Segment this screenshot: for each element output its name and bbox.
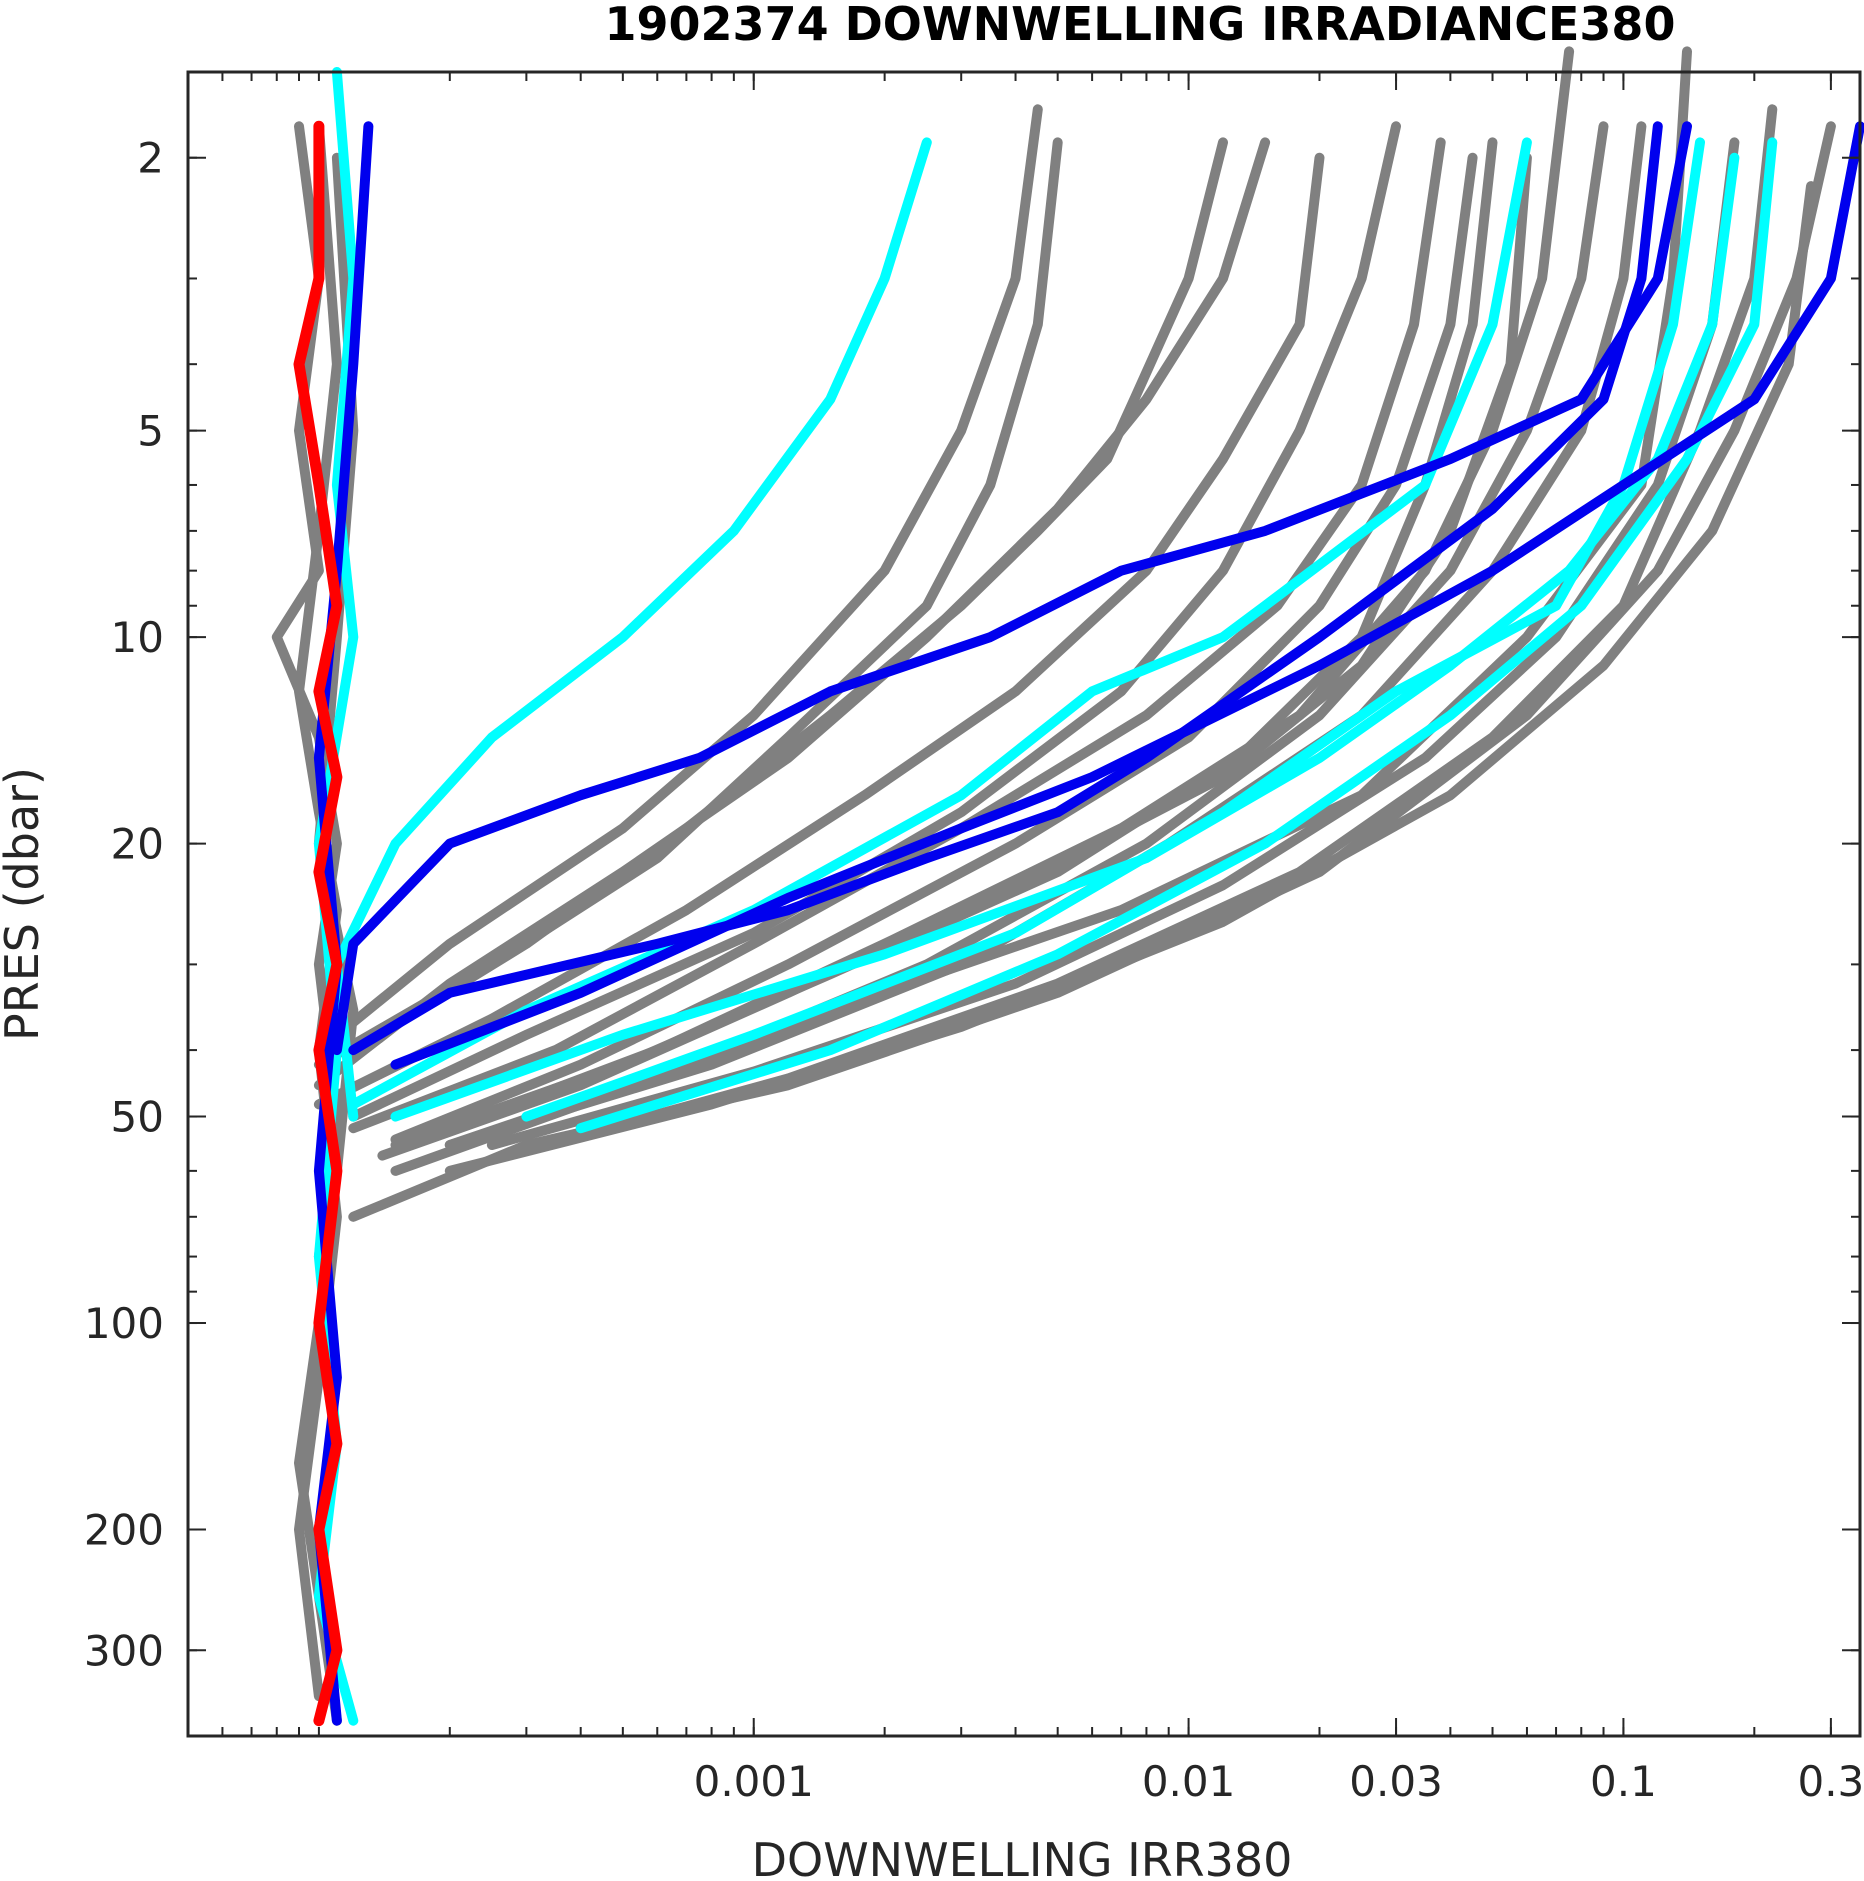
x-axis-label: DOWNWELLING IRR380: [752, 1833, 1293, 1881]
axes-box: [186, 70, 1862, 1738]
series-line-gray-2: [521, 104, 1778, 1156]
series-line-gray-14: [313, 104, 1043, 1056]
y-tick-label: 200: [84, 1506, 164, 1555]
series-line-gray-10: [377, 152, 1532, 1161]
y-tick-label: 5: [137, 407, 164, 456]
series-line-blue-29: [390, 121, 1864, 1070]
series-line-cyan-23: [390, 152, 1740, 1122]
x-tick-label: 0.3: [1797, 1757, 1864, 1806]
y-ticks: 2 5 10 20 50 100 200 300: [84, 134, 1860, 1737]
y-tick-label: 10: [111, 613, 164, 662]
x-tick-label: 0.1: [1590, 1757, 1657, 1806]
chart-title: 1902374 DOWNWELLING IRRADIANCE380: [605, 0, 1676, 51]
x-tick-label: 0.001: [694, 1757, 814, 1806]
y-axis-label: PRES (dbar): [0, 767, 49, 1041]
series-line-cyan-25: [575, 137, 1778, 1134]
y-tick-label: 300: [84, 1626, 164, 1675]
series-line-blue-27: [331, 121, 1692, 1056]
y-tick-label: 100: [84, 1299, 164, 1348]
series-line-red-31: [293, 120, 343, 1727]
series-line-gray-12: [313, 152, 1325, 1110]
series-line-gray-4: [444, 181, 1816, 1176]
series-line-cyan-24: [521, 137, 1705, 1122]
series-line-gray-16: [348, 137, 1228, 1056]
plot-lines: [271, 46, 1864, 1727]
series-line-gray-8: [348, 121, 1401, 1122]
series-line-gray-11: [313, 137, 1271, 1091]
series-line-gray-13: [348, 137, 1446, 1134]
series-line-gray-3: [486, 137, 1740, 1150]
x-tick-label: 0.03: [1349, 1757, 1443, 1806]
x-tick-label: 0.01: [1142, 1757, 1236, 1806]
y-tick-label: 20: [111, 820, 164, 869]
x-ticks: 0.001 0.01 0.03 0.1 0.3: [187, 72, 1864, 1806]
series-line-cyan-21: [331, 137, 932, 1122]
y-tick-label: 50: [111, 1093, 164, 1142]
series-line-blue-28: [348, 121, 1663, 1056]
y-tick-label: 2: [137, 134, 164, 183]
